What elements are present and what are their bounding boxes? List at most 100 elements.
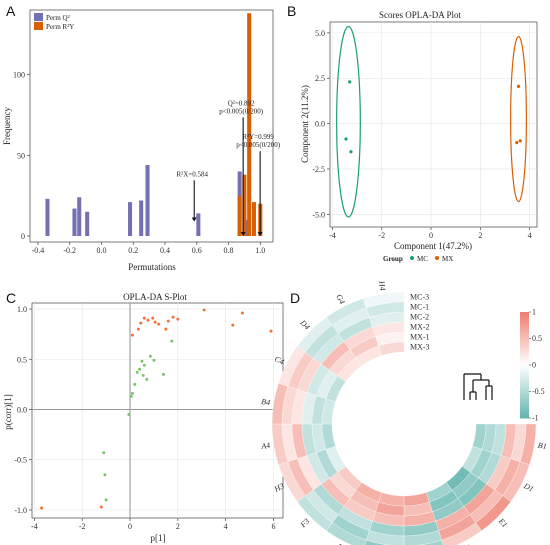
color-scale-step <box>520 394 529 398</box>
color-scale-tick-label: -0.5 <box>532 387 545 396</box>
x-axis-label: p[1] <box>151 533 166 543</box>
color-scale-step <box>520 372 529 377</box>
point-orange <box>130 333 134 337</box>
x-tick-label: -4 <box>329 231 336 240</box>
color-scale-step <box>520 338 529 342</box>
column-label-g4: G4 <box>334 293 346 306</box>
color-scale-step <box>520 357 529 361</box>
color-scale-step <box>520 404 529 408</box>
bar-perm-q2-6 <box>145 164 150 236</box>
row-label-mx-2: MX-2 <box>410 323 430 332</box>
bar-perm-q2-2 <box>77 197 82 236</box>
x-tick-label: -0.4 <box>32 246 45 255</box>
color-scale-step <box>520 314 529 318</box>
color-scale-step <box>520 378 529 382</box>
x-tick-label: 1.0 <box>255 246 265 255</box>
point-orange <box>146 318 150 322</box>
color-scale-step <box>520 319 529 324</box>
y-axis-label: Frequency <box>2 107 12 145</box>
variable-points <box>40 308 273 510</box>
row-label-mc-2: MC-2 <box>410 313 429 322</box>
color-scale-step <box>520 367 529 371</box>
point-green <box>129 394 133 398</box>
bar-perm-q2-0 <box>45 198 50 236</box>
color-scale-step <box>520 386 529 390</box>
bar-perm-r2y-1 <box>242 174 247 236</box>
y-tick-label: -0.5 <box>14 456 27 465</box>
annotation-text-1: p<0.005(0/200) <box>219 107 263 115</box>
point-green <box>141 373 145 377</box>
legend: Group MC MX <box>383 255 453 263</box>
annotation-text-0: R²X=0.584 <box>176 170 208 178</box>
legend-label-mc: MC <box>417 255 428 263</box>
column-label-f3: F3 <box>298 517 311 530</box>
color-scale-step <box>520 322 529 326</box>
panel-letter-a: A <box>6 3 16 19</box>
column-label-e1: E1 <box>496 516 509 529</box>
x-axis-ticks: -4 -2 0 2 4 6 <box>31 518 275 531</box>
point-green <box>161 372 165 376</box>
point-orange <box>202 308 206 312</box>
ellipse-mc <box>336 25 361 218</box>
y-tick-label: -1.0 <box>14 506 27 515</box>
legend-marker-mc <box>410 256 414 260</box>
x-tick-label: -4 <box>31 522 38 531</box>
bar-perm-q2-4 <box>128 202 133 236</box>
point-mx <box>515 141 519 145</box>
column-label-b4: B4 <box>261 397 271 407</box>
point-mx <box>518 139 522 143</box>
x-tick-label: -0.2 <box>63 246 76 255</box>
point-green <box>127 413 131 417</box>
legend-title: Group <box>383 255 403 263</box>
point-orange <box>157 322 161 326</box>
point-mc <box>344 137 348 141</box>
point-orange <box>171 315 175 319</box>
point-orange <box>136 327 140 331</box>
grid-lines <box>330 22 537 227</box>
point-green <box>104 498 108 502</box>
y-axis-label: p(corr)[1] <box>3 394 13 429</box>
x-tick-label: 0.6 <box>192 246 202 255</box>
zero-lines <box>32 303 283 518</box>
point-mc <box>349 150 353 154</box>
color-scale-step <box>520 383 529 387</box>
x-tick-label: 4 <box>528 231 532 240</box>
x-tick-label: 0 <box>429 231 433 240</box>
color-scale-legend: 1 0.5 0 -0.5 -1 <box>520 308 545 423</box>
color-scale-step <box>520 407 529 411</box>
color-scale-step <box>520 349 529 353</box>
x-axis-ticks: -4 -2 0 2 4 <box>329 227 532 240</box>
chart-title: Scores OPLA-DA Plot <box>379 10 462 20</box>
bar-perm-r2y-2 <box>247 13 252 236</box>
color-scale-step <box>520 410 529 414</box>
legend-label-mx: MX <box>442 255 453 263</box>
legend-marker-mx <box>435 256 439 260</box>
x-tick-label: 2 <box>478 231 482 240</box>
point-green <box>102 451 106 455</box>
x-axis-ticks: -0.4 -0.2 0.0 0.2 0.4 0.6 0.8 1.0 <box>32 242 265 255</box>
legend-swatch-perm-r2y <box>34 22 43 30</box>
dendrogram <box>463 373 493 400</box>
color-scale-step <box>520 333 529 337</box>
color-scale-step <box>520 399 529 403</box>
point-mx <box>516 84 521 89</box>
point-orange <box>142 316 146 320</box>
color-scale-step <box>520 317 529 321</box>
bar-perm-q2-5 <box>139 200 144 236</box>
color-scale-step <box>520 412 529 416</box>
y-tick-label: 0 <box>21 232 25 241</box>
legend-label-perm-q2: Perm Q² <box>46 14 70 22</box>
color-scale-step <box>520 362 529 366</box>
point-orange <box>231 323 235 327</box>
color-scale-step <box>520 346 529 350</box>
column-label-b1: B1 <box>537 441 547 451</box>
column-label-d1: D1 <box>521 481 535 494</box>
point-orange <box>164 327 168 331</box>
point-orange <box>99 505 103 509</box>
column-labels: B1D1E1F1G1A2B3F3H3A4B4C4D4G4H4 <box>260 279 548 545</box>
point-orange <box>269 329 273 333</box>
point-green <box>170 339 174 343</box>
point-green <box>135 370 139 374</box>
scores-scatter-panel: Scores OPLA-DA Plot -4 -2 0 2 4 -5.0 -2.5 0.0 2… <box>300 10 538 263</box>
x-axis-label: Component 1(47.2%) <box>394 241 472 251</box>
